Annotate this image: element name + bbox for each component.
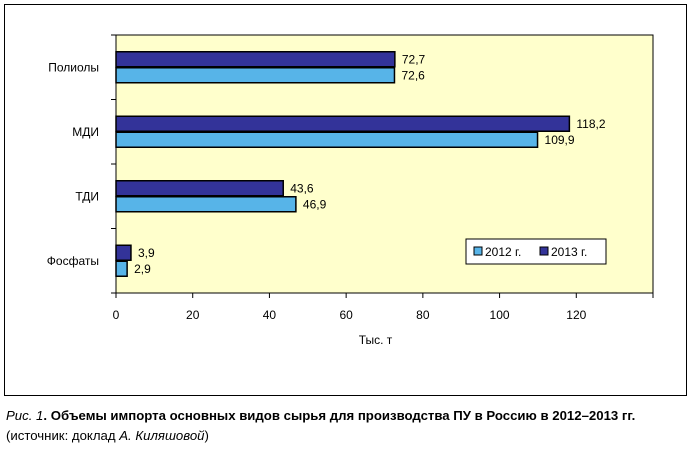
bar-cat-2-series-1 <box>115 196 297 213</box>
legend-box <box>465 238 607 265</box>
bar-cat-1-series-1 <box>115 131 539 148</box>
category-label-cat-2: ТДИ <box>75 189 99 203</box>
bar-cat-2-series-0 <box>115 180 284 197</box>
category-label-cat-0: Полиолы <box>48 60 99 74</box>
data-label-cat-2-series-1: 46,9 <box>303 197 327 211</box>
caption-title: . Объемы импорта основных видов сырья дл… <box>43 408 636 423</box>
data-label-cat-2-series-0: 43,6 <box>290 181 314 195</box>
caption-figure-number: Рис. 1 <box>6 408 44 423</box>
x-tick-label: 100 <box>490 308 510 322</box>
legend-label-0: 2012 г. <box>485 245 521 259</box>
category-label-cat-1: МДИ <box>72 125 99 139</box>
x-tick-label: 40 <box>263 308 277 322</box>
bar-cat-0-series-0 <box>115 51 396 68</box>
x-tick-label: 80 <box>416 308 430 322</box>
data-label-cat-1-series-0: 118,2 <box>576 117 605 131</box>
legend-swatch-1 <box>539 246 549 256</box>
x-axis-label: Тыс. т <box>359 333 393 347</box>
x-tick-label: 0 <box>113 308 120 322</box>
caption-source-suffix: ) <box>204 428 209 443</box>
data-label-cat-0-series-0: 72,7 <box>402 52 426 66</box>
caption-source-author: А. Киляшовой <box>119 428 205 443</box>
bar-cat-1-series-0 <box>115 115 571 132</box>
data-label-cat-3-series-1: 2,9 <box>134 262 151 276</box>
x-tick-label: 120 <box>566 308 586 322</box>
bar-cat-3-series-0 <box>115 244 132 261</box>
bar-cat-0-series-1 <box>115 67 396 84</box>
data-label-cat-3-series-0: 3,9 <box>138 246 155 260</box>
legend-label-1: 2013 г. <box>551 245 587 259</box>
category-label-cat-3: Фосфаты <box>47 254 99 268</box>
x-tick-label: 20 <box>186 308 200 322</box>
bar-cat-3-series-1 <box>115 260 128 277</box>
caption-source-prefix: (источник: доклад <box>6 428 120 443</box>
data-label-cat-0-series-1: 72,6 <box>401 68 425 82</box>
legend-swatch-0 <box>473 246 483 256</box>
figure-caption: Рис. 1. Объемы импорта основных видов сы… <box>6 406 690 446</box>
data-label-cat-1-series-1: 109,9 <box>545 133 575 147</box>
chart-frame: Полиолы 72,7 72,6 МДИ 118,2 109,9 ТДИ 43,6 46,9 Ф… <box>4 4 687 396</box>
x-tick-label: 60 <box>339 308 353 322</box>
